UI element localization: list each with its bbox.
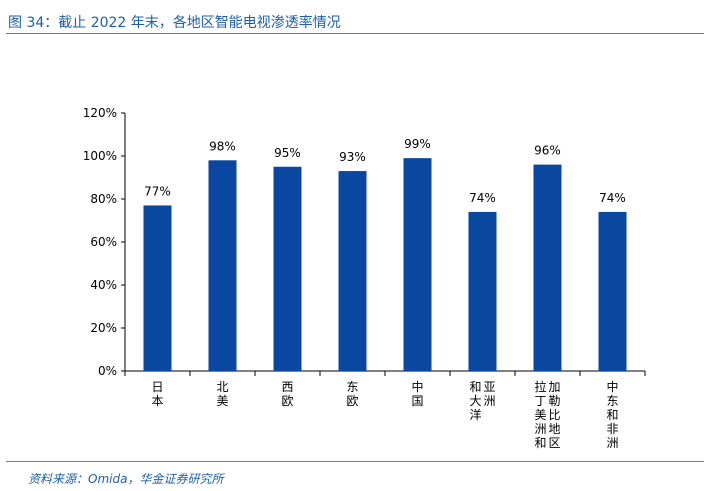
- svg-text:勒: 勒: [548, 394, 560, 408]
- svg-text:拉: 拉: [534, 379, 546, 394]
- data-label: 74%: [599, 191, 626, 205]
- svg-text:和: 和: [606, 408, 618, 422]
- y-tick-label: 60%: [90, 235, 117, 249]
- x-tick-label: 东欧: [346, 380, 358, 408]
- x-tick-label: 日本: [151, 380, 163, 408]
- data-label: 95%: [274, 146, 301, 160]
- svg-text:东: 东: [346, 380, 358, 394]
- svg-text:非: 非: [606, 422, 618, 436]
- x-tick-label: 中国: [411, 379, 423, 408]
- svg-text:加: 加: [548, 380, 560, 394]
- svg-text:国: 国: [411, 394, 423, 408]
- bar: [273, 166, 302, 371]
- svg-text:西: 西: [281, 380, 293, 394]
- bar: [533, 164, 562, 371]
- svg-text:区: 区: [548, 436, 560, 450]
- figure-title: 图 34：截止 2022 年末，各地区智能电视渗透率情况: [8, 15, 341, 31]
- svg-text:北: 北: [216, 380, 228, 394]
- svg-text:比: 比: [548, 408, 560, 422]
- svg-text:洲: 洲: [483, 394, 495, 408]
- bottom-divider: [6, 461, 704, 462]
- svg-text:本: 本: [151, 394, 163, 408]
- x-tick-label: 北美: [216, 380, 228, 408]
- y-tick-label: 0%: [98, 364, 117, 378]
- bar: [208, 160, 237, 371]
- bar: [338, 171, 367, 371]
- x-tick-label: 西欧: [281, 380, 293, 408]
- data-label: 93%: [339, 150, 366, 164]
- svg-text:东: 东: [606, 394, 618, 408]
- svg-text:日: 日: [151, 380, 163, 394]
- svg-text:亚: 亚: [483, 380, 495, 394]
- bar-chart: 0%20%40%60%80%100%120%77%日本98%北美95%西欧93%…: [83, 106, 646, 450]
- data-label: 77%: [144, 184, 171, 198]
- data-label: 99%: [404, 137, 431, 151]
- svg-text:大: 大: [469, 394, 481, 408]
- data-label: 98%: [209, 139, 236, 153]
- bar: [143, 205, 172, 371]
- bar: [598, 211, 627, 371]
- x-tick-label: 亚洲: [483, 380, 495, 408]
- svg-text:中: 中: [411, 379, 423, 394]
- svg-text:丁: 丁: [534, 394, 546, 408]
- data-label: 96%: [534, 144, 561, 158]
- svg-text:美: 美: [534, 408, 546, 422]
- x-tick-label: 和大洋: [469, 380, 481, 422]
- y-tick-label: 40%: [90, 278, 117, 292]
- svg-text:洲: 洲: [534, 422, 546, 436]
- source-note: 资料来源：Omida，华金证券研究所: [28, 472, 224, 486]
- svg-text:地: 地: [548, 422, 560, 436]
- bar: [403, 158, 432, 371]
- svg-text:和: 和: [534, 436, 546, 450]
- svg-text:洲: 洲: [606, 436, 618, 450]
- svg-text:洋: 洋: [469, 407, 481, 422]
- svg-text:欧: 欧: [346, 394, 358, 408]
- top-divider: [6, 33, 704, 34]
- svg-text:美: 美: [216, 394, 228, 408]
- y-tick-label: 20%: [90, 321, 117, 335]
- y-tick-label: 120%: [83, 106, 117, 120]
- svg-text:中: 中: [606, 379, 618, 394]
- svg-text:欧: 欧: [281, 394, 293, 408]
- bar: [468, 211, 497, 371]
- data-label: 74%: [469, 191, 496, 205]
- y-tick-label: 100%: [83, 149, 117, 163]
- svg-text:和: 和: [469, 380, 481, 394]
- y-tick-label: 80%: [90, 192, 117, 206]
